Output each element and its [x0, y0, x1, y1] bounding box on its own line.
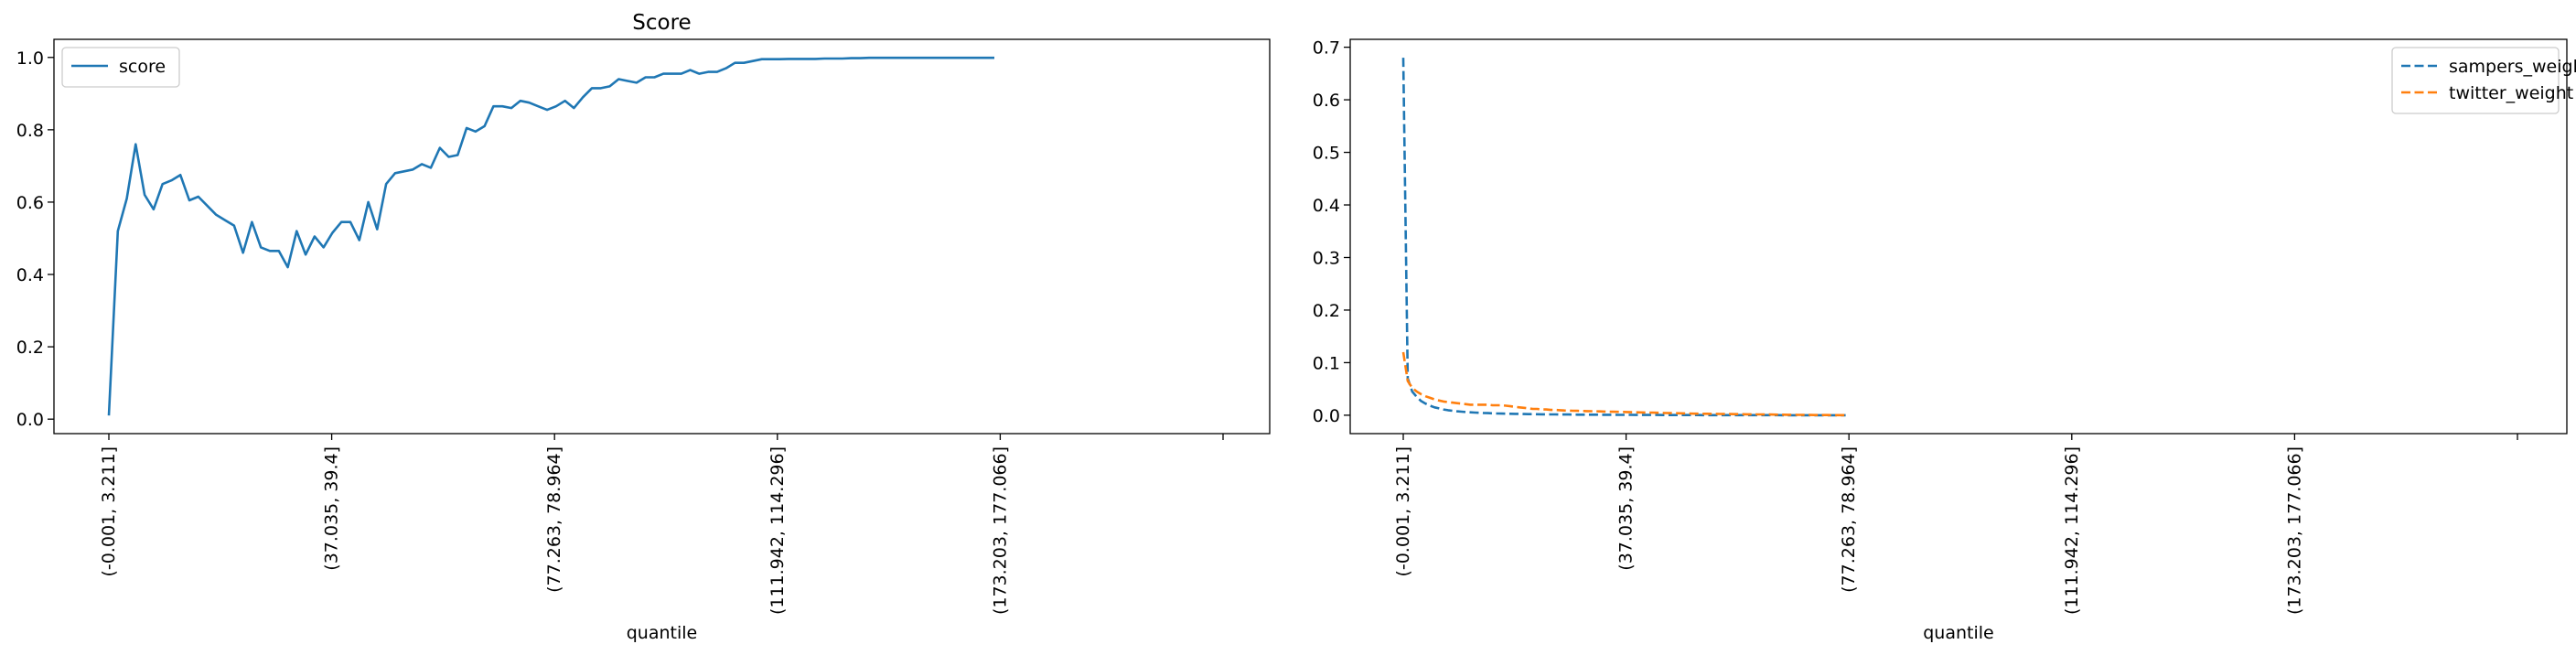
- legend-box: [61, 47, 180, 88]
- y-tick-label: 0.1: [1313, 353, 1340, 373]
- series-line-sampers_weight: [1401, 58, 1846, 417]
- legend-label-twitter_weight: twitter_weight: [2449, 83, 2573, 103]
- x-tick-label: (111.942, 114.296]: [767, 446, 788, 615]
- y-tick-label: 0.7: [1313, 38, 1340, 59]
- series-line-twitter_weight: [1401, 351, 1846, 417]
- y-tick-label: 0.6: [16, 193, 44, 213]
- y-tick-label: 0.3: [1313, 248, 1340, 268]
- x-tick-label: (-0.001, 3.211]: [1393, 446, 1413, 577]
- x-tick-label: (173.203, 177.066]: [2284, 446, 2304, 615]
- x-tick-label: (77.263, 78.964]: [544, 446, 564, 593]
- chart-title: Score: [632, 11, 691, 35]
- x-tick-label: (77.263, 78.964]: [1839, 446, 1859, 593]
- x-tick-label: (37.035, 39.4]: [1616, 446, 1637, 571]
- legend: sampers_weight twitter_weight: [2391, 47, 2576, 114]
- chart-panel-1: 0.0 0.2 0.4 0.6 0.8 1.0 (-0.001, 3.211] (37.035…: [16, 11, 1271, 643]
- y-tick-label: 0.2: [16, 338, 44, 358]
- axes-frame: [53, 38, 1271, 435]
- x-tick-label: (-0.001, 3.211]: [99, 446, 119, 577]
- legend: score: [61, 47, 180, 88]
- y-tick-label: 0.0: [1313, 406, 1340, 426]
- x-tick-label: (111.942, 114.296]: [2062, 446, 2082, 615]
- x-tick-label: (37.035, 39.4]: [322, 446, 342, 571]
- y-tick-label: 0.2: [1313, 301, 1340, 321]
- chart-panel-2: 0.0 0.1 0.2 0.3 0.4 0.5 0.6 0.7 (-0.001, 3.211] (…: [1313, 38, 2576, 643]
- y-tick-label: 0.6: [1313, 91, 1340, 111]
- legend-label-score: score: [119, 57, 166, 77]
- x-axis-label: quantile: [1923, 623, 1993, 643]
- y-tick-label: 0.8: [16, 121, 44, 141]
- x-tick-label: (173.203, 177.066]: [990, 446, 1010, 615]
- y-tick-label: 0.4: [16, 265, 44, 285]
- axes-frame: [1349, 38, 2568, 435]
- legend-box: [2391, 47, 2560, 114]
- y-tick-label: 0.5: [1313, 144, 1340, 164]
- legend-label-sampers_weight: sampers_weight: [2449, 57, 2576, 77]
- x-axis-label: quantile: [627, 623, 697, 643]
- y-tick-label: 0.4: [1313, 196, 1340, 216]
- y-tick-label: 0.0: [16, 410, 44, 430]
- y-tick-label: 1.0: [16, 48, 44, 69]
- series-line-score: [107, 56, 994, 416]
